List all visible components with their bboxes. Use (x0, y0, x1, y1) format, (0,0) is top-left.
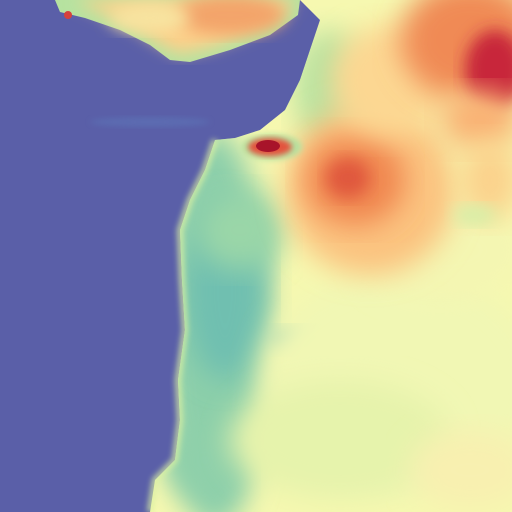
northeast-hotspot (400, 0, 512, 225)
coastline (147, 139, 218, 512)
water-streak (90, 117, 210, 127)
central-hotspot (285, 25, 455, 275)
northern-peninsula (55, 0, 300, 62)
small-island-hotspot (242, 134, 302, 160)
